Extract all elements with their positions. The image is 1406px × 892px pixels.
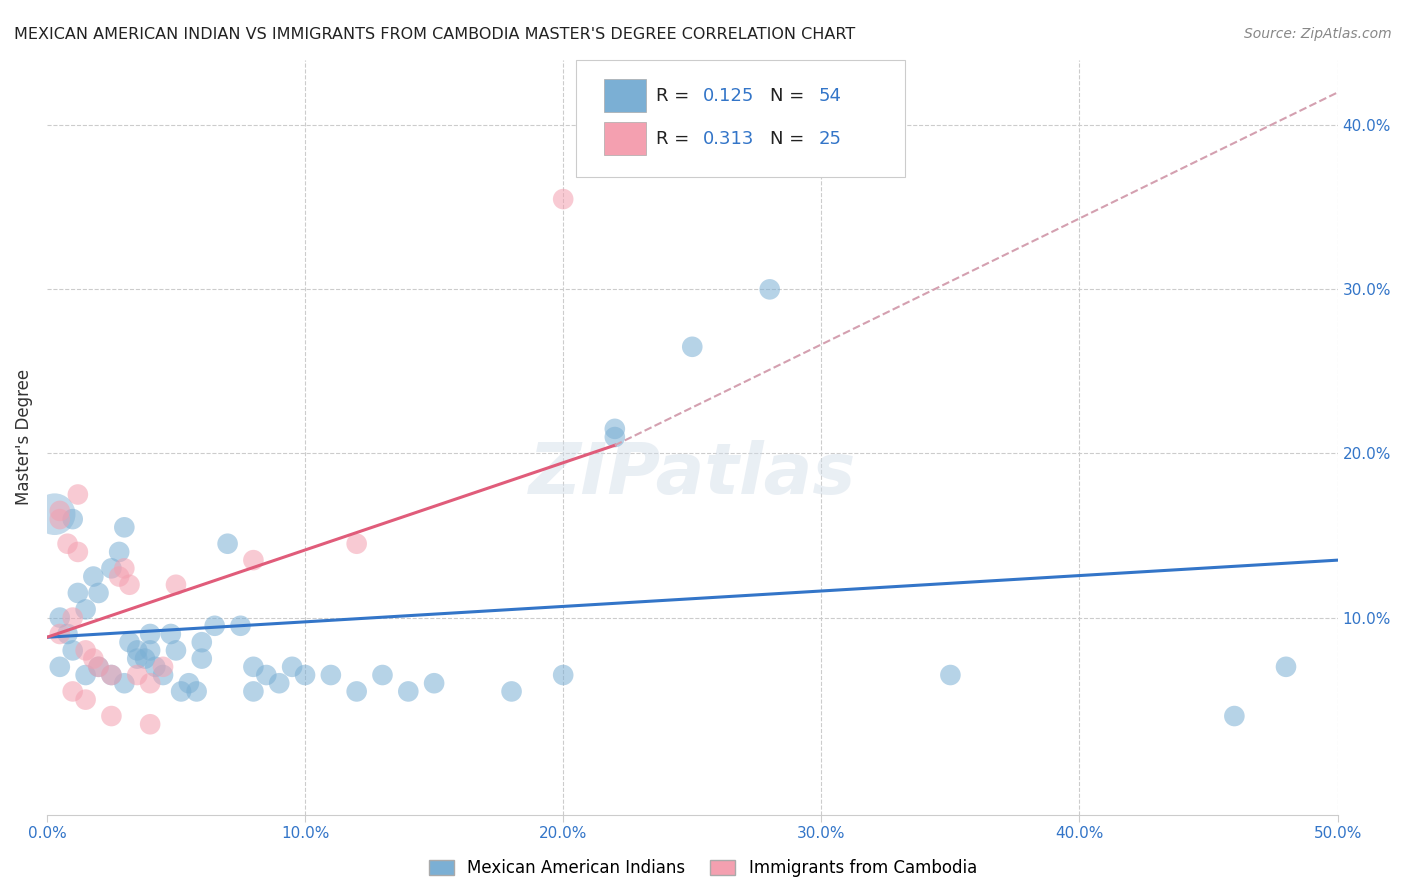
Point	[62, 512, 84, 526]
Point	[118, 578, 141, 592]
Point	[553, 668, 575, 682]
Point	[177, 676, 200, 690]
Point	[112, 676, 135, 690]
Point	[165, 578, 187, 592]
Point	[127, 651, 149, 665]
Point	[82, 569, 104, 583]
Text: R =: R =	[657, 87, 695, 105]
Point	[939, 668, 962, 682]
Point	[371, 668, 394, 682]
Point	[100, 668, 122, 682]
Point	[100, 561, 122, 575]
Point	[139, 643, 162, 657]
Text: 0.313: 0.313	[703, 130, 754, 148]
FancyBboxPatch shape	[576, 60, 905, 177]
Point	[204, 619, 226, 633]
Point	[269, 676, 291, 690]
Point	[143, 660, 166, 674]
Point	[87, 660, 110, 674]
Point	[49, 504, 72, 518]
Point	[118, 635, 141, 649]
Point	[139, 676, 162, 690]
Text: N =: N =	[769, 130, 810, 148]
Point	[242, 684, 264, 698]
Point	[75, 602, 97, 616]
Point	[254, 668, 277, 682]
Point	[1275, 660, 1298, 674]
Point	[112, 561, 135, 575]
Point	[62, 610, 84, 624]
Point	[56, 627, 79, 641]
Point	[553, 192, 575, 206]
Point	[191, 635, 214, 649]
Point	[165, 643, 187, 657]
Point	[49, 627, 72, 641]
Point	[242, 660, 264, 674]
Point	[108, 569, 131, 583]
Point	[139, 627, 162, 641]
Text: 0.125: 0.125	[703, 87, 754, 105]
Text: ZIPatlas: ZIPatlas	[529, 441, 856, 509]
Bar	[605, 122, 645, 155]
Point	[501, 684, 523, 698]
Point	[217, 537, 239, 551]
Point	[62, 643, 84, 657]
Point	[75, 668, 97, 682]
Point	[152, 660, 174, 674]
Point	[139, 717, 162, 731]
Point	[423, 676, 446, 690]
Point	[66, 487, 89, 501]
Point	[603, 422, 626, 436]
Point	[603, 430, 626, 444]
Point	[100, 668, 122, 682]
Point	[229, 619, 252, 633]
Point	[346, 684, 368, 698]
Text: Source: ZipAtlas.com: Source: ZipAtlas.com	[1244, 27, 1392, 41]
Text: MEXICAN AMERICAN INDIAN VS IMMIGRANTS FROM CAMBODIA MASTER'S DEGREE CORRELATION : MEXICAN AMERICAN INDIAN VS IMMIGRANTS FR…	[14, 27, 855, 42]
Point	[66, 545, 89, 559]
Point	[346, 537, 368, 551]
Point	[108, 545, 131, 559]
Point	[75, 692, 97, 706]
Point	[159, 627, 181, 641]
Point	[112, 520, 135, 534]
Point	[294, 668, 316, 682]
Point	[152, 668, 174, 682]
Point	[681, 340, 703, 354]
Point	[49, 512, 72, 526]
Point	[75, 643, 97, 657]
Bar	[605, 79, 645, 112]
Point	[319, 668, 342, 682]
Point	[134, 651, 156, 665]
Text: N =: N =	[769, 87, 810, 105]
Point	[87, 586, 110, 600]
Y-axis label: Master's Degree: Master's Degree	[15, 369, 32, 505]
Point	[758, 282, 780, 296]
Point	[170, 684, 193, 698]
Text: 25: 25	[818, 130, 842, 148]
Point	[127, 668, 149, 682]
Point	[66, 586, 89, 600]
Point	[396, 684, 419, 698]
Text: 54: 54	[818, 87, 842, 105]
Point	[44, 507, 66, 521]
Point	[62, 684, 84, 698]
Point	[242, 553, 264, 567]
Point	[49, 660, 72, 674]
Point	[186, 684, 208, 698]
Legend: Mexican American Indians, Immigrants from Cambodia: Mexican American Indians, Immigrants fro…	[422, 853, 984, 884]
Point	[100, 709, 122, 723]
Point	[1223, 709, 1246, 723]
Point	[82, 651, 104, 665]
Point	[56, 537, 79, 551]
Point	[87, 660, 110, 674]
Point	[49, 610, 72, 624]
Point	[281, 660, 304, 674]
Point	[127, 643, 149, 657]
Text: R =: R =	[657, 130, 695, 148]
Point	[191, 651, 214, 665]
